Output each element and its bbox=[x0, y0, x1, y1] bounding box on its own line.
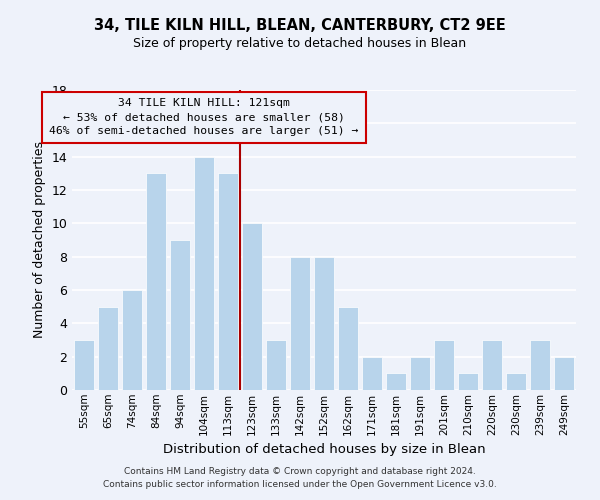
Text: 34, TILE KILN HILL, BLEAN, CANTERBURY, CT2 9EE: 34, TILE KILN HILL, BLEAN, CANTERBURY, C… bbox=[94, 18, 506, 32]
Text: Size of property relative to detached houses in Blean: Size of property relative to detached ho… bbox=[133, 38, 467, 51]
Text: Contains public sector information licensed under the Open Government Licence v3: Contains public sector information licen… bbox=[103, 480, 497, 489]
Bar bbox=[218, 174, 238, 390]
Bar bbox=[410, 356, 430, 390]
Bar bbox=[434, 340, 454, 390]
Bar bbox=[314, 256, 334, 390]
Bar bbox=[554, 356, 574, 390]
Bar bbox=[122, 290, 142, 390]
Text: Contains HM Land Registry data © Crown copyright and database right 2024.: Contains HM Land Registry data © Crown c… bbox=[124, 467, 476, 476]
Bar bbox=[242, 224, 262, 390]
X-axis label: Distribution of detached houses by size in Blean: Distribution of detached houses by size … bbox=[163, 443, 485, 456]
Bar bbox=[362, 356, 382, 390]
Bar bbox=[170, 240, 190, 390]
Text: 34 TILE KILN HILL: 121sqm
← 53% of detached houses are smaller (58)
46% of semi-: 34 TILE KILN HILL: 121sqm ← 53% of detac… bbox=[49, 98, 359, 136]
Bar bbox=[266, 340, 286, 390]
Bar bbox=[530, 340, 550, 390]
Bar bbox=[386, 374, 406, 390]
Bar bbox=[338, 306, 358, 390]
Bar bbox=[74, 340, 94, 390]
Bar bbox=[458, 374, 478, 390]
Bar bbox=[290, 256, 310, 390]
Bar bbox=[146, 174, 166, 390]
Bar bbox=[194, 156, 214, 390]
Bar bbox=[98, 306, 118, 390]
Bar bbox=[482, 340, 502, 390]
Bar bbox=[506, 374, 526, 390]
Y-axis label: Number of detached properties: Number of detached properties bbox=[33, 142, 46, 338]
